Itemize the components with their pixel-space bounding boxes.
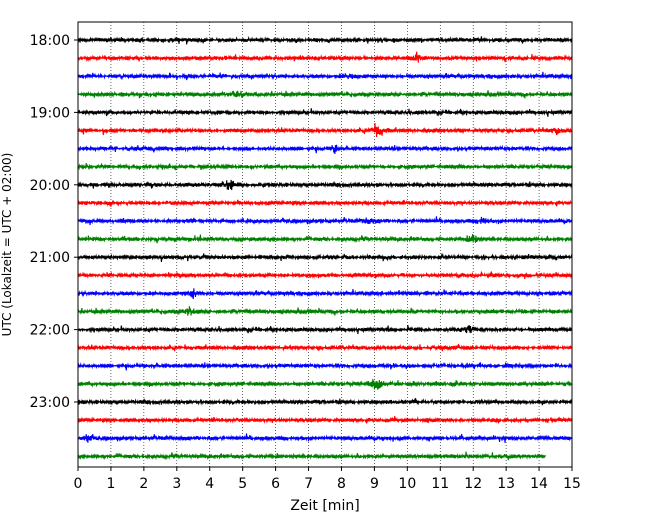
trace-1830	[77, 71, 573, 81]
trace-1845	[77, 90, 573, 99]
trace-2115	[77, 271, 573, 280]
x-tick-label: 11	[431, 476, 449, 492]
y-axis-title: UTC (Lokalzeit = UTC + 02:00)	[0, 153, 14, 337]
x-tick-label: 8	[337, 476, 346, 492]
trace-2230	[77, 361, 573, 371]
y-tick-label: 23:00	[30, 395, 70, 411]
y-tick-label: 20:00	[30, 178, 70, 194]
y-tick-label: 18:00	[30, 33, 70, 49]
trace-2000	[77, 179, 573, 191]
trace-2015	[77, 199, 573, 207]
x-tick-label: 13	[497, 476, 515, 492]
trace-2330	[77, 433, 573, 443]
trace-2130	[77, 288, 573, 300]
grid-lines	[110, 22, 540, 467]
y-axis: 18:00 19:00 20:00 21:00 22:00 23:00	[30, 33, 78, 411]
trace-2300	[77, 398, 573, 406]
x-tick-label: 1	[106, 476, 115, 492]
x-tick-label: 4	[205, 476, 214, 492]
x-axis-title: Zeit [min]	[290, 498, 359, 514]
x-axis: 0 1 2 3 4 5 6 7 8 9 10 11 12 13 14 15	[74, 467, 581, 492]
trace-2315	[77, 416, 573, 424]
x-tick-label: 5	[238, 476, 247, 492]
trace-2030	[77, 216, 573, 226]
trace-1900	[77, 108, 573, 117]
trace-2215	[77, 343, 573, 352]
trace-2145	[77, 306, 573, 316]
y-tick-label: 21:00	[30, 250, 70, 266]
x-tick-label: 15	[563, 476, 581, 492]
y-tick-label: 19:00	[30, 105, 70, 121]
x-tick-label: 9	[370, 476, 379, 492]
y-tick-label: 22:00	[30, 323, 70, 339]
trace-series	[77, 35, 573, 461]
x-tick-label: 6	[271, 476, 280, 492]
trace-1915	[77, 123, 573, 138]
x-tick-label: 14	[530, 476, 548, 492]
trace-1800	[77, 35, 573, 45]
trace-2345	[77, 451, 547, 461]
x-tick-label: 7	[304, 476, 313, 492]
trace-2100	[77, 253, 573, 262]
trace-1945	[77, 162, 573, 171]
x-tick-label: 10	[398, 476, 416, 492]
plot-frame	[77, 21, 573, 468]
x-tick-label: 2	[139, 476, 148, 492]
trace-2245	[77, 379, 573, 390]
x-tick-label: 3	[172, 476, 181, 492]
trace-1815	[77, 51, 573, 63]
x-tick-label: 0	[74, 476, 83, 492]
trace-1930	[77, 144, 573, 155]
trace-2200	[77, 325, 573, 335]
trace-2045	[77, 234, 573, 244]
x-tick-label: 12	[464, 476, 482, 492]
